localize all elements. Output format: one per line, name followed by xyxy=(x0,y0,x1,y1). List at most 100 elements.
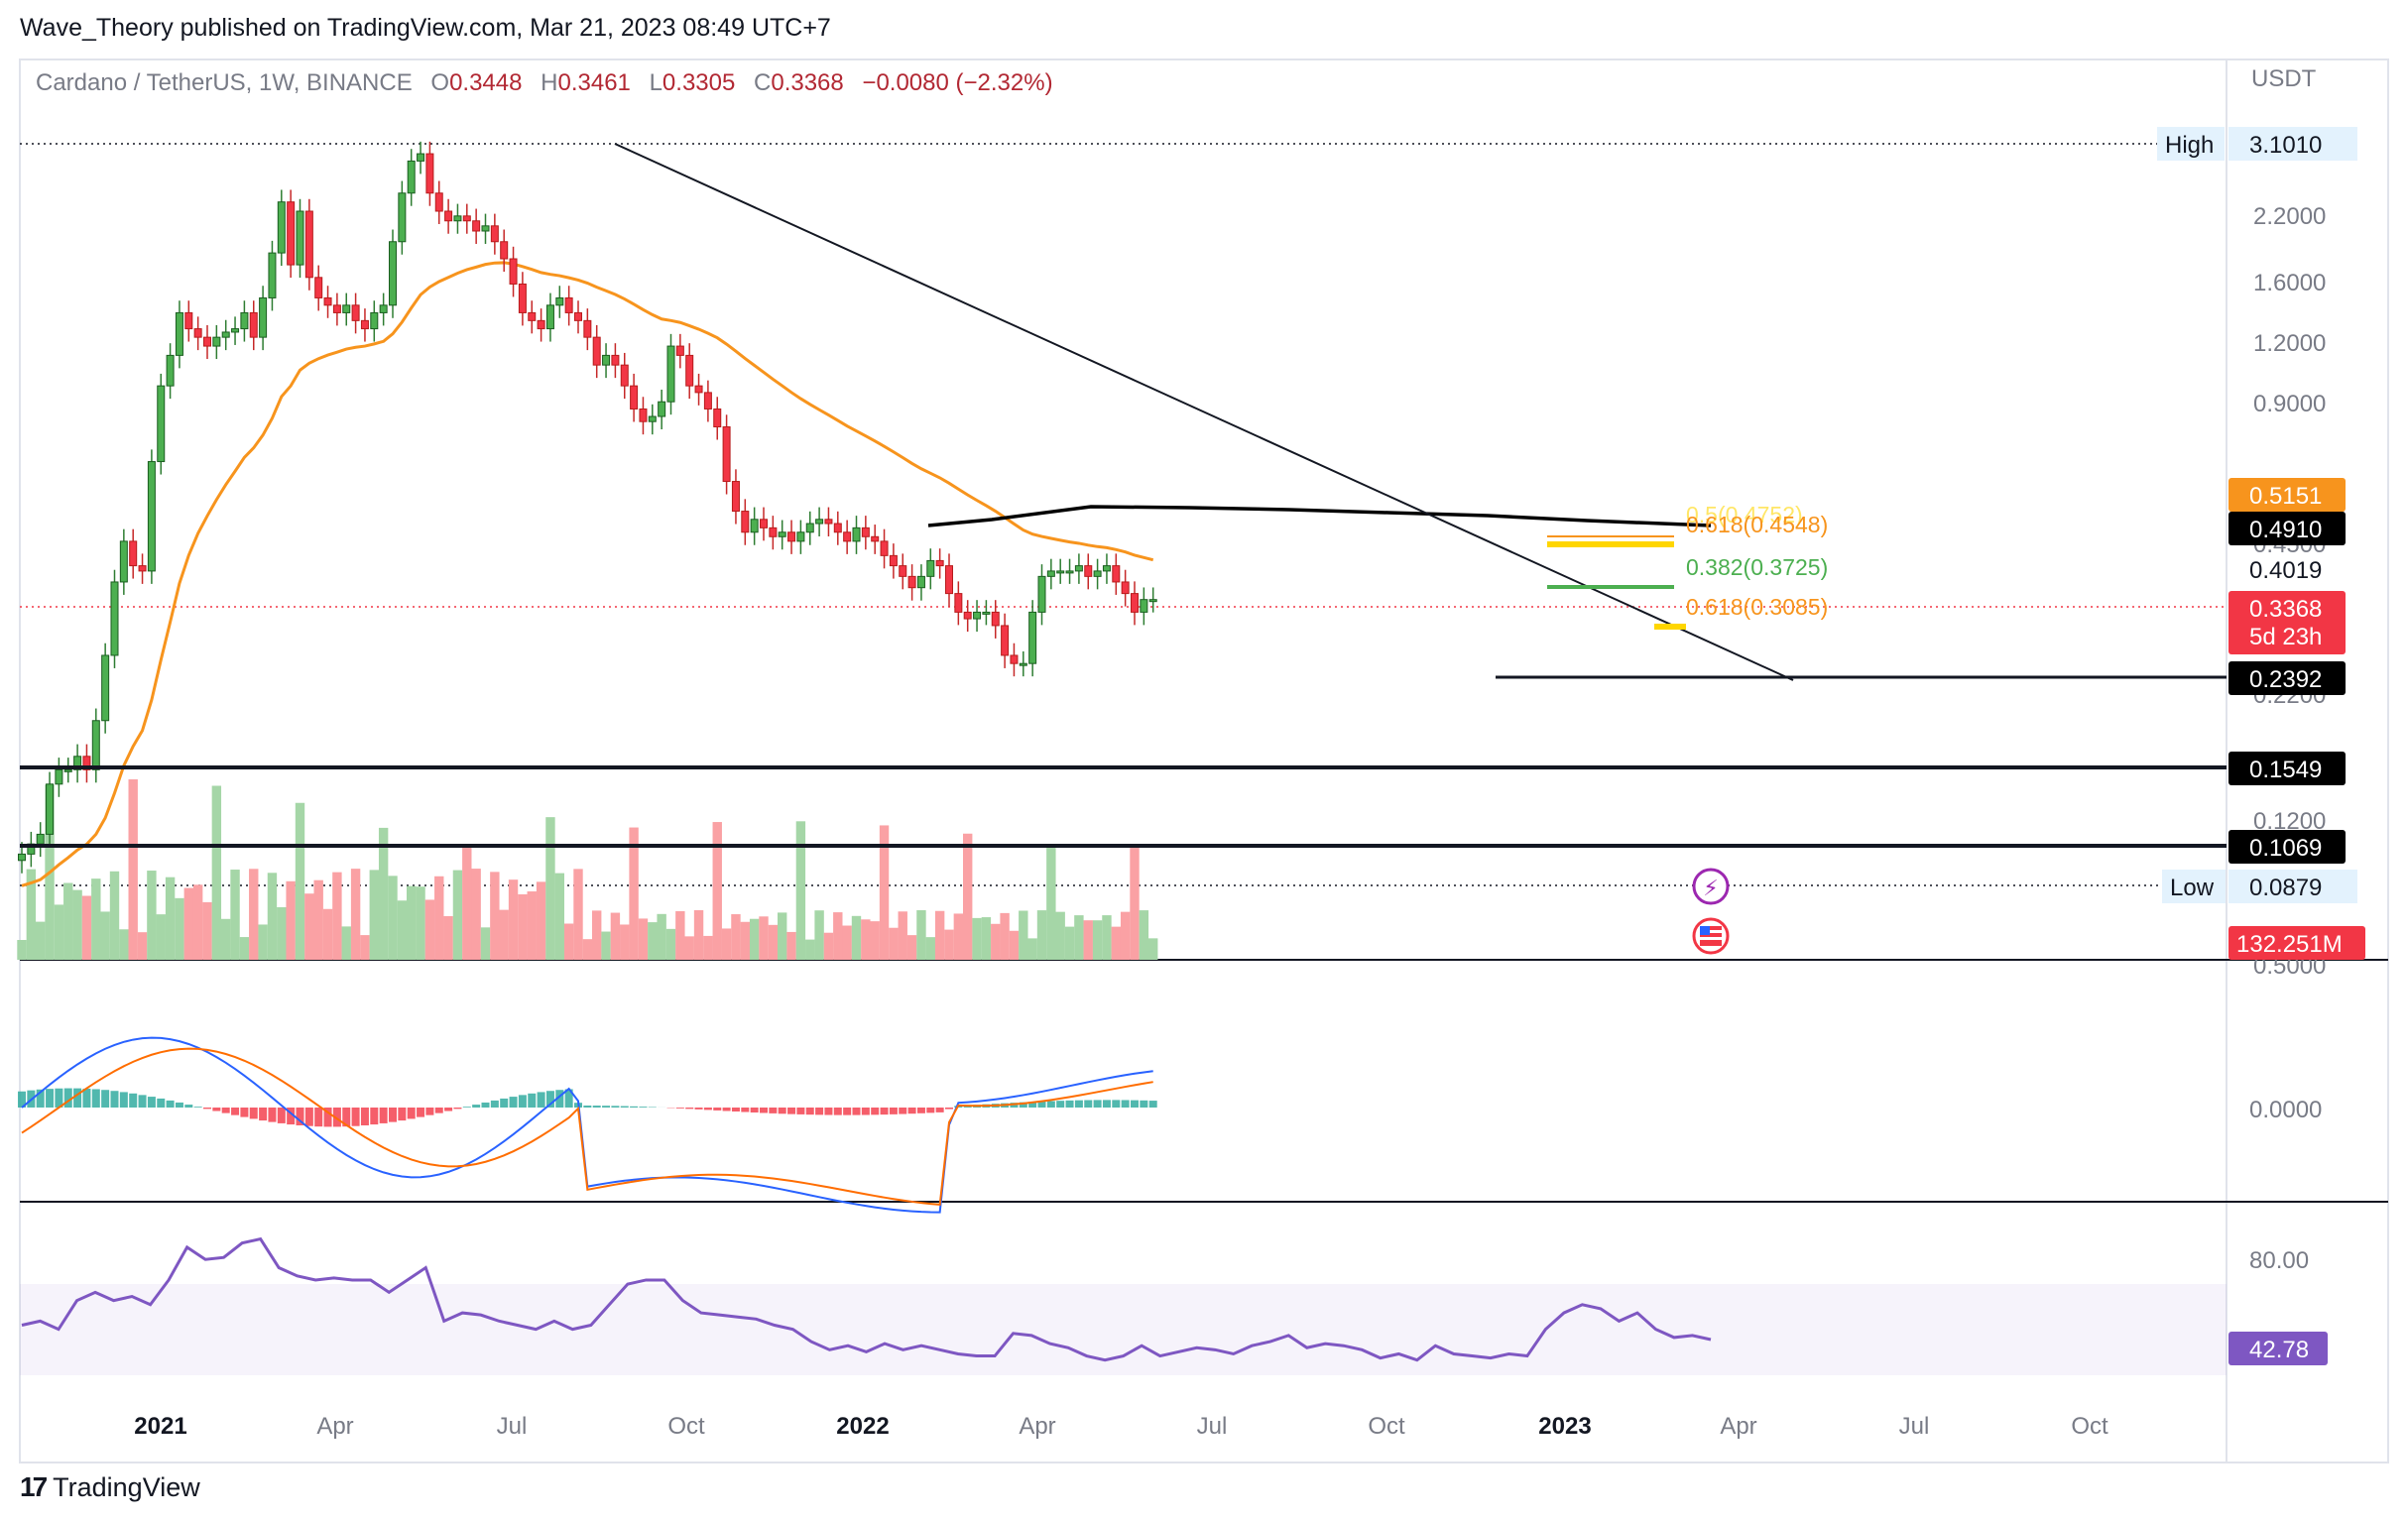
price-label-support-0.1069: 0.1069 xyxy=(2228,830,2346,864)
price-tick-0: 2.2000 xyxy=(2253,203,2326,230)
macd-hist-bar xyxy=(314,1108,323,1127)
candle-body xyxy=(157,385,166,463)
price-label-support-0.1549: 0.1549 xyxy=(2228,752,2346,785)
volume-bar xyxy=(657,913,666,960)
macd-hist-bar xyxy=(685,1108,694,1110)
volume-bar xyxy=(350,869,361,960)
candle-body xyxy=(815,519,824,525)
macd-hist-bar xyxy=(46,1089,55,1108)
candle-body xyxy=(434,192,443,212)
macd-hist-bar xyxy=(805,1108,814,1115)
macd-hist-bar xyxy=(82,1088,91,1108)
candle-body xyxy=(379,304,388,313)
volume-bar xyxy=(925,937,935,960)
macd-hist-bar xyxy=(203,1108,211,1110)
volume-bar xyxy=(629,827,639,960)
ma200-line xyxy=(927,505,1712,527)
candle-body xyxy=(1131,593,1139,613)
symbol-name[interactable]: Cardano / TetherUS, 1W, BINANCE xyxy=(36,69,413,96)
fib-label-lower: 0.618(0.3085) xyxy=(1686,594,1828,620)
candle-body xyxy=(277,201,286,254)
candle-body xyxy=(760,519,768,528)
macd-hist-bar xyxy=(453,1108,462,1110)
volume-bar xyxy=(795,821,806,960)
rsi-line xyxy=(21,1236,1712,1362)
volume-bar xyxy=(554,873,564,960)
volume-bar xyxy=(434,876,444,960)
volume-bar xyxy=(175,897,184,960)
volume-bar xyxy=(1102,915,1112,960)
footer-brand[interactable]: 17 TradingView xyxy=(20,1471,200,1503)
candle-body xyxy=(472,220,481,232)
volume-bar xyxy=(665,928,676,960)
macd-hist-bar xyxy=(583,1105,592,1108)
volume-bar xyxy=(898,911,907,960)
candle-body xyxy=(1084,565,1093,577)
candle-body xyxy=(871,535,880,542)
volume-bar xyxy=(165,877,176,960)
candle-body xyxy=(518,283,527,313)
macd-hist-bar xyxy=(750,1108,759,1112)
volume-bar xyxy=(1009,930,1020,960)
candle-body xyxy=(1010,654,1019,664)
macd-hist-bar xyxy=(472,1105,481,1108)
price-label-support-0.2392: 0.2392 xyxy=(2228,661,2346,695)
candle-body xyxy=(1019,662,1027,666)
macd-hist-bar xyxy=(481,1102,490,1108)
candle-body xyxy=(509,258,518,285)
volume-bar xyxy=(1064,926,1075,960)
volume-bar xyxy=(944,929,954,960)
lightning-icon[interactable]: ⚡ xyxy=(1692,868,1730,905)
macd-hist-bar xyxy=(370,1108,379,1125)
macd-hist-bar xyxy=(277,1108,286,1123)
macd-hist-bar xyxy=(360,1108,369,1125)
candle-body xyxy=(545,304,554,330)
macd-hist-bar xyxy=(1102,1100,1111,1108)
volume-bar xyxy=(26,869,37,960)
volume-bar xyxy=(332,872,342,960)
us-flag-icon[interactable] xyxy=(1692,917,1730,955)
macd-hist-bar xyxy=(351,1108,360,1126)
high-label-text: High xyxy=(2165,132,2214,159)
volume-bar xyxy=(499,909,509,960)
volume-bar xyxy=(527,891,537,960)
volume-bar xyxy=(388,876,398,960)
volume-bar xyxy=(870,921,880,960)
macd-hist-bar xyxy=(63,1088,72,1108)
candle-body xyxy=(935,559,944,567)
volume-bar xyxy=(221,918,231,960)
macd-hist-bar xyxy=(852,1108,861,1115)
candle-body xyxy=(73,756,82,770)
time-tick-9: Apr xyxy=(1720,1413,1756,1440)
candle-body xyxy=(833,523,842,533)
candle-body xyxy=(778,531,786,537)
macd-hist-bar xyxy=(18,1091,26,1108)
volume-bar xyxy=(805,939,815,960)
candle-body xyxy=(268,252,277,298)
macd-hist-bar xyxy=(342,1108,351,1127)
macd-hist-bar xyxy=(722,1108,731,1112)
volume-bar xyxy=(721,928,732,960)
candle-body xyxy=(963,611,972,620)
macd-tick-0: 0.0000 xyxy=(2249,1097,2322,1123)
volume-bar xyxy=(1027,938,1037,960)
macd-hist-bar xyxy=(880,1108,889,1115)
volume-bar xyxy=(156,914,166,960)
macd-hist-bar xyxy=(259,1108,268,1121)
candle-body xyxy=(351,304,360,321)
high-value-text: 3.1010 xyxy=(2249,132,2322,159)
volume-bar xyxy=(286,880,296,960)
macd-hist-bar xyxy=(1140,1100,1148,1108)
change-value: −0.0080 (−2.32%) xyxy=(862,69,1053,96)
low-value-text: 0.0879 xyxy=(2249,875,2322,901)
macd-hist-bar xyxy=(935,1108,944,1112)
volume-bar xyxy=(953,913,964,960)
candle-body xyxy=(407,160,416,194)
candle-body xyxy=(926,559,935,577)
macd-hist-bar xyxy=(703,1108,712,1111)
price-tick-1: 1.6000 xyxy=(2253,270,2326,296)
close-value: 0.3368 xyxy=(771,69,844,96)
volume-bar xyxy=(81,895,92,960)
volume-bar xyxy=(230,870,240,960)
